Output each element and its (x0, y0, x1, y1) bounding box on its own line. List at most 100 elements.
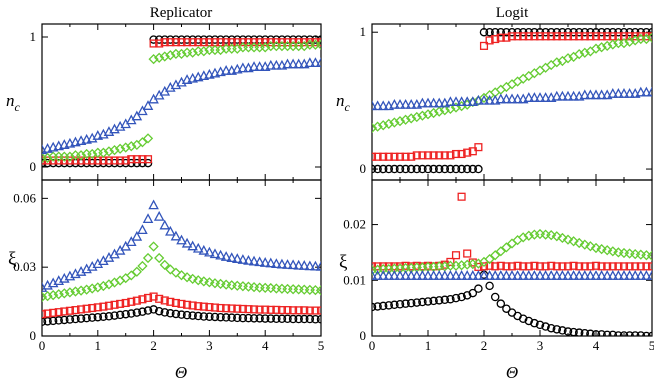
data-point (198, 244, 210, 255)
y-tick-label: 0.03 (13, 259, 36, 274)
data-point (159, 51, 170, 62)
data-point (60, 307, 69, 316)
data-point (519, 32, 528, 41)
data-point (372, 122, 378, 134)
data-point (215, 44, 226, 56)
data-point (580, 32, 589, 41)
data-point (647, 331, 652, 336)
data-point (244, 38, 253, 47)
data-point (232, 280, 243, 291)
data-point (390, 300, 399, 310)
data-point (468, 164, 478, 174)
data-point (42, 291, 48, 303)
data-point (428, 97, 439, 108)
data-point (310, 57, 321, 68)
data-point (248, 61, 260, 71)
data-point (143, 293, 153, 302)
x-tick-label: 4 (593, 338, 600, 353)
data-point (110, 300, 119, 309)
data-point (558, 326, 567, 335)
x-tick-label: 5 (318, 338, 325, 353)
data-point (625, 331, 634, 336)
data-point (445, 96, 456, 107)
data-point (289, 38, 298, 47)
data-point (395, 164, 405, 174)
data-point (562, 270, 574, 280)
data-point (541, 27, 550, 37)
data-point (551, 90, 563, 101)
data-point (512, 76, 523, 87)
data-point (148, 53, 159, 65)
data-point (613, 88, 624, 98)
x-tick-label: 5 (649, 338, 654, 353)
data-point (221, 313, 231, 322)
data-point (220, 251, 232, 261)
data-point (304, 260, 316, 271)
data-point (596, 89, 607, 100)
data-point (507, 27, 517, 37)
data-point (372, 262, 377, 271)
data-point (512, 270, 523, 280)
data-point (478, 94, 490, 105)
data-point (138, 307, 147, 316)
data-point (137, 105, 148, 116)
data-point (149, 305, 158, 314)
data-point (569, 32, 578, 41)
data-point (110, 311, 119, 320)
data-point (513, 27, 522, 37)
data-point (495, 270, 507, 280)
data-point (209, 248, 221, 259)
data-point (277, 38, 286, 47)
data-point (523, 230, 534, 241)
data-point (496, 27, 506, 37)
logit-nc-plot-area (372, 27, 652, 174)
data-point (205, 312, 214, 321)
data-point (411, 270, 423, 280)
data-point (457, 164, 466, 174)
data-point (82, 304, 91, 313)
data-point (535, 27, 545, 37)
data-point (54, 308, 63, 317)
data-point (372, 100, 378, 111)
data-point (636, 331, 646, 336)
data-point (383, 270, 395, 280)
data-point (624, 270, 635, 280)
data-point (316, 315, 321, 324)
data-point (530, 261, 539, 270)
data-point (568, 270, 579, 280)
data-point (149, 39, 158, 48)
data-point (116, 156, 125, 165)
series-black (42, 35, 321, 168)
data-point (254, 282, 265, 293)
data-point (99, 312, 108, 321)
data-point (491, 35, 500, 44)
series-blue (42, 57, 321, 155)
data-point (547, 261, 556, 270)
data-point (630, 35, 641, 46)
data-point (183, 300, 192, 309)
data-point (405, 270, 417, 280)
data-point (43, 317, 52, 326)
data-point (445, 270, 456, 280)
panel-title-logit: Logit (496, 5, 529, 21)
data-point (534, 92, 546, 102)
data-point (445, 103, 456, 114)
data-point (541, 262, 550, 271)
data-point (248, 255, 260, 266)
data-point (573, 270, 585, 280)
data-point (142, 213, 154, 224)
data-point (42, 290, 53, 302)
data-point (171, 38, 180, 47)
data-point (608, 27, 618, 37)
data-point (574, 328, 584, 336)
data-point (490, 292, 500, 302)
replicator-xi-plot-area (42, 199, 321, 327)
data-point (65, 315, 75, 324)
data-point (562, 90, 574, 101)
data-point (557, 90, 568, 101)
data-point (591, 261, 601, 270)
data-point (142, 252, 154, 264)
data-point (530, 318, 539, 328)
data-point (233, 313, 242, 323)
data-point (406, 298, 416, 308)
